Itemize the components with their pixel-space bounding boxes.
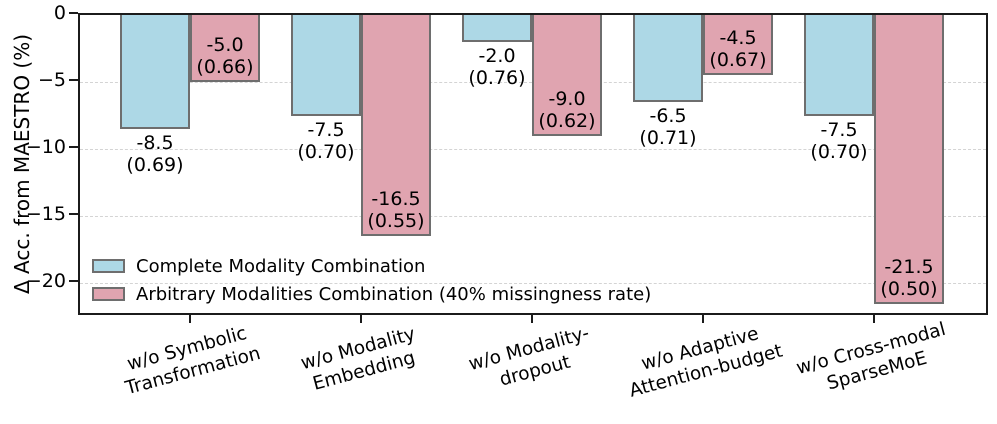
y-tick-mark <box>69 79 78 82</box>
bar-score: (0.62) <box>538 109 596 132</box>
y-tick-mark <box>69 213 78 216</box>
bar-value: -21.5 <box>884 255 934 278</box>
legend-swatch-complete-modality <box>92 259 125 273</box>
bar-arbitrary-5 <box>874 15 944 304</box>
plot-area: -8.5 (0.69) -7.5 (0.70) -2.0 (0.76) -6.5 (0.71)… <box>78 13 988 315</box>
y-tick-label: −10 <box>25 136 66 159</box>
bar-complete-4 <box>633 15 703 103</box>
x-tick-mark-2 <box>360 315 362 323</box>
bar-score: (0.70) <box>810 140 868 163</box>
x-tick-mark-4 <box>702 315 704 323</box>
y-tick-mark <box>69 146 78 149</box>
bar-value: -6.5 <box>649 105 687 128</box>
bar-value-label-arbitrary-2: -16.5 (0.55) <box>367 188 424 232</box>
bar-value-label-arbitrary-5: -21.5 (0.50) <box>880 256 937 300</box>
bar-value: -7.5 <box>307 118 345 141</box>
y-tick-mark <box>69 280 78 283</box>
bar-value-label-arbitrary-3: -9.0 (0.62) <box>538 88 595 132</box>
bar-complete-2 <box>291 15 361 116</box>
bar-value: -4.5 <box>719 27 757 50</box>
bar-arbitrary-2 <box>361 15 431 237</box>
legend-swatch-arbitrary-modalities <box>92 287 125 301</box>
bar-score: (0.69) <box>126 154 184 177</box>
bar-score: (0.50) <box>880 277 938 300</box>
gridline-−10 <box>80 149 986 151</box>
y-tick-label: −5 <box>37 69 66 92</box>
bar-value-label-complete-2: -7.5 (0.70) <box>297 119 354 163</box>
bar-value: -7.5 <box>820 118 858 141</box>
bar-score: (0.67) <box>709 49 767 72</box>
bar-value: -16.5 <box>371 188 421 211</box>
bar-value-label-complete-4: -6.5 (0.71) <box>639 105 696 149</box>
bar-score: (0.76) <box>468 66 526 89</box>
x-tick-mark-5 <box>873 315 875 323</box>
legend-item-arbitrary-modalities: Arbitrary Modalities Combination (40% mi… <box>92 280 651 308</box>
bar-complete-5 <box>804 15 874 116</box>
legend-label-arbitrary-modalities: Arbitrary Modalities Combination (40% mi… <box>136 283 652 305</box>
x-tick-mark-3 <box>531 315 533 323</box>
bar-arbitrary-1 <box>190 15 260 83</box>
bar-value: -5.0 <box>206 34 244 57</box>
x-category-label-1: w/o Symbolic Transformation <box>117 320 263 400</box>
bar-complete-3 <box>462 15 532 42</box>
x-category-label-5: w/o Cross-modal SparseMoE <box>794 318 954 402</box>
bar-value-label-complete-3: -2.0 (0.76) <box>468 45 525 89</box>
y-tick-label: −15 <box>25 203 66 226</box>
bar-value: -8.5 <box>136 132 174 155</box>
bar-score: (0.55) <box>367 210 425 233</box>
bar-score: (0.71) <box>639 127 697 150</box>
bar-value: -9.0 <box>548 87 586 110</box>
x-category-label-4: w/o Adaptive Attention-budget <box>621 317 785 402</box>
legend: Complete Modality Combination Arbitrary … <box>92 252 651 308</box>
bar-complete-1 <box>120 15 190 130</box>
bar-value: -2.0 <box>478 44 516 67</box>
legend-label-complete-modality: Complete Modality Combination <box>136 255 426 277</box>
x-tick-mark-1 <box>189 315 191 323</box>
bar-value-label-arbitrary-1: -5.0 (0.66) <box>196 34 253 78</box>
legend-item-complete-modality: Complete Modality Combination <box>92 252 651 280</box>
bar-value-label-complete-1: -8.5 (0.69) <box>126 132 183 176</box>
gridline-−15 <box>80 216 986 218</box>
y-tick-label: 0 <box>53 2 66 24</box>
bar-score: (0.70) <box>297 140 355 163</box>
y-tick-mark <box>69 12 78 14</box>
x-category-label-2: w/o Modality Embedding <box>298 323 423 398</box>
gridline-−20 <box>80 283 986 285</box>
bar-value-label-arbitrary-4: -4.5 (0.67) <box>709 27 766 71</box>
bar-arbitrary-4 <box>703 15 773 76</box>
x-category-label-3: w/o Modality-dropout <box>466 322 597 398</box>
bar-arbitrary-3 <box>532 15 602 136</box>
y-tick-label: −20 <box>25 270 66 293</box>
bar-value-label-complete-5: -7.5 (0.70) <box>810 119 867 163</box>
bar-score: (0.66) <box>196 56 254 79</box>
